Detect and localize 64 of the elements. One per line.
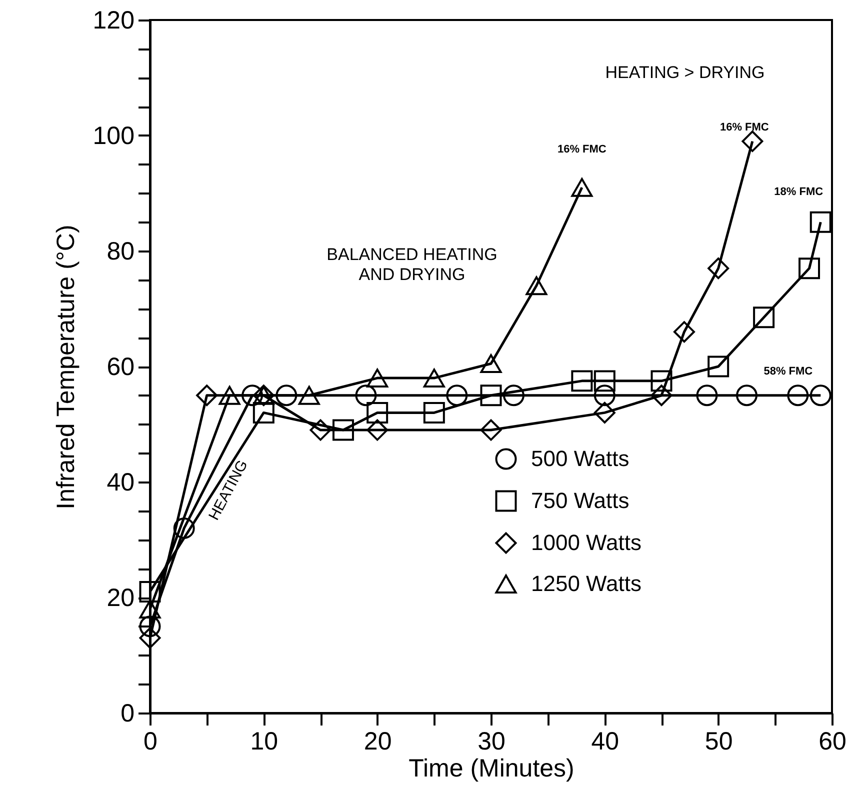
- y-tick-label: 0: [120, 700, 134, 728]
- legend-label: 750 Watts: [531, 488, 630, 513]
- point: [480, 354, 502, 374]
- x-tick-label: 40: [591, 728, 620, 756]
- legend-label: 500 Watts: [531, 446, 630, 471]
- point: [423, 368, 445, 388]
- y-tick-label: 40: [106, 468, 134, 496]
- x-tick-label: 0: [144, 728, 158, 756]
- point: [196, 384, 218, 406]
- annotation: 18% FMC: [774, 186, 824, 198]
- point: [594, 384, 616, 406]
- x-axis-title: Time (Minutes): [408, 754, 574, 782]
- point: [242, 384, 264, 406]
- x-tick-label: 60: [818, 728, 846, 756]
- point: [650, 370, 672, 392]
- annotation: 58% FMC: [764, 365, 813, 378]
- point: [787, 384, 809, 406]
- y-tick-label: 60: [106, 353, 134, 381]
- point: [736, 384, 758, 406]
- legend-label: 1250 Watts: [531, 571, 642, 596]
- point: [798, 258, 820, 280]
- point: [139, 580, 161, 602]
- point: [526, 276, 548, 296]
- point: [594, 370, 616, 392]
- point: [753, 306, 775, 328]
- y-tick-label: 20: [106, 584, 134, 612]
- point: [423, 402, 445, 424]
- point: [276, 384, 298, 406]
- point: [696, 384, 718, 406]
- annotation: 16% FMC: [557, 143, 606, 156]
- point: [810, 384, 832, 406]
- point: [810, 211, 832, 233]
- point: [480, 419, 502, 441]
- legend-label: 1000 Watts: [531, 530, 642, 555]
- y-tick-label: 80: [106, 238, 134, 266]
- point: [366, 419, 388, 441]
- point: [218, 386, 240, 405]
- point: [366, 368, 388, 388]
- y-axis-title: Infrared Temperature (°C): [52, 224, 80, 510]
- annotation: 16% FMC: [720, 121, 769, 134]
- x-tick-label: 10: [250, 728, 278, 756]
- point: [480, 384, 502, 406]
- x-tick-label: 20: [364, 728, 392, 756]
- point: [673, 321, 695, 343]
- point: [742, 130, 764, 152]
- point: [252, 402, 274, 424]
- point: [708, 356, 730, 378]
- point: [594, 402, 616, 424]
- point: [571, 178, 593, 197]
- point: [355, 384, 377, 406]
- point: [502, 384, 524, 406]
- x-tick-label: 50: [704, 728, 733, 756]
- point: [446, 384, 468, 406]
- point: [708, 258, 730, 280]
- point: [571, 370, 593, 392]
- x-tick-label: 30: [478, 728, 506, 756]
- point: [332, 419, 354, 441]
- annotation: HEATING > DRYING: [605, 63, 765, 82]
- y-tick-label: 120: [92, 6, 134, 34]
- point: [366, 402, 388, 424]
- y-tick-label: 100: [92, 122, 134, 150]
- point: [310, 419, 332, 441]
- point: [298, 386, 320, 405]
- annotation: BALANCED HEATING AND DRYING: [326, 245, 498, 284]
